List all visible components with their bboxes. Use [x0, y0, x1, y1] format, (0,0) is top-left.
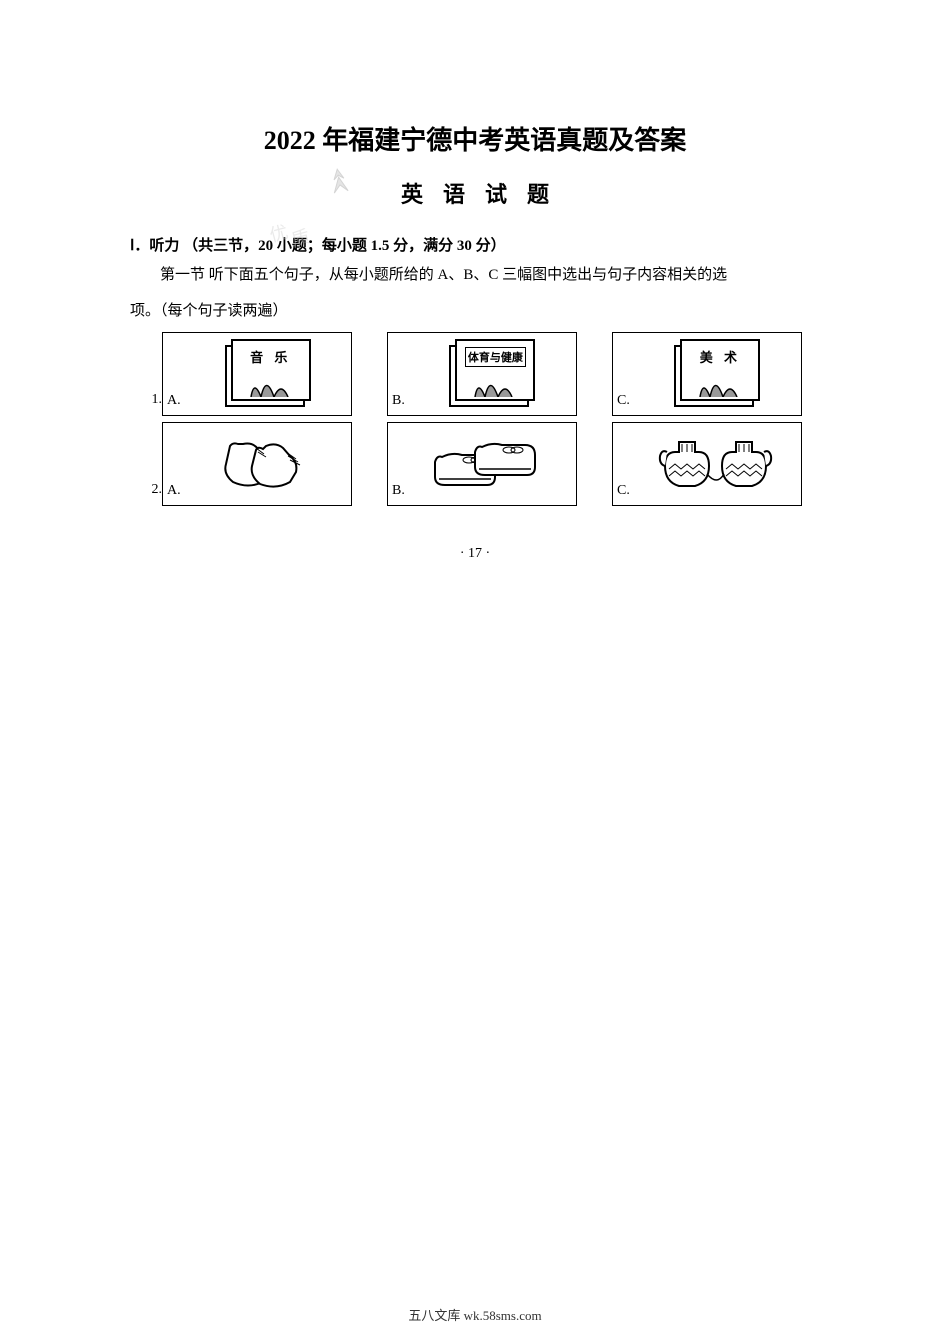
- page-content: 2022 年福建宁德中考英语真题及答案 优 质 英语试题 Ⅰ．听力 （共三节，2…: [0, 0, 950, 562]
- document-title: 2022 年福建宁德中考英语真题及答案: [130, 120, 820, 157]
- option-2c: C.: [612, 422, 802, 506]
- option-group: A. 音 乐: [162, 332, 802, 416]
- question-row-1: 1. A. 音 乐: [140, 332, 820, 416]
- svg-text:优: 优: [267, 222, 290, 246]
- option-label: C.: [617, 483, 630, 499]
- option-2a: A.: [162, 422, 352, 506]
- book-image-music: 音 乐: [189, 337, 347, 411]
- instructions: 第一节 听下面五个句子，从每小题所给的 A、B、C 三幅图中选出与句子内容相关的…: [130, 263, 820, 287]
- section-header: Ⅰ．听力 （共三节，20 小题；每小题 1.5 分，满分 30 分）: [130, 234, 820, 255]
- book-title: 体育与健康: [465, 347, 526, 367]
- question-row-2: 2. A. B.: [140, 422, 820, 506]
- watermark-text: 优 质: [266, 212, 333, 268]
- mittens-image: [638, 427, 797, 501]
- option-label: B.: [392, 483, 405, 499]
- book-image-pe: 体育与健康: [413, 337, 572, 411]
- shoes-image: [413, 427, 572, 501]
- option-1a: A. 音 乐: [162, 332, 352, 416]
- instructions-line2: 项。（每个句子读两遍）: [130, 299, 820, 320]
- svg-text:质: 质: [289, 226, 312, 250]
- book-title: 音 乐: [250, 347, 291, 366]
- footer-text: 五八文库 wk.58sms.com: [0, 1305, 950, 1324]
- document-subtitle: 英语试题: [381, 177, 569, 209]
- option-label: B.: [392, 393, 405, 409]
- questions-area: 1. A. 音 乐: [140, 332, 820, 506]
- question-number: 2.: [140, 482, 162, 498]
- subtitle-row: 优 质 英语试题: [130, 177, 820, 209]
- option-label: A.: [167, 483, 181, 499]
- instructions-line1: 第一节 听下面五个句子，从每小题所给的 A、B、C 三幅图中选出与句子内容相关的…: [160, 267, 727, 283]
- watermark-icon: [322, 165, 358, 206]
- option-group: A. B.: [162, 422, 802, 506]
- option-label: A.: [167, 393, 181, 409]
- book-title: 美 术: [700, 347, 741, 366]
- page-number: · 17 ·: [130, 546, 820, 562]
- book-image-art: 美 术: [638, 337, 797, 411]
- option-1b: B. 体育与健康: [387, 332, 577, 416]
- option-2b: B.: [387, 422, 577, 506]
- question-number: 1.: [140, 392, 162, 408]
- socks-image: [189, 427, 347, 501]
- option-label: C.: [617, 393, 630, 409]
- option-1c: C. 美 术: [612, 332, 802, 416]
